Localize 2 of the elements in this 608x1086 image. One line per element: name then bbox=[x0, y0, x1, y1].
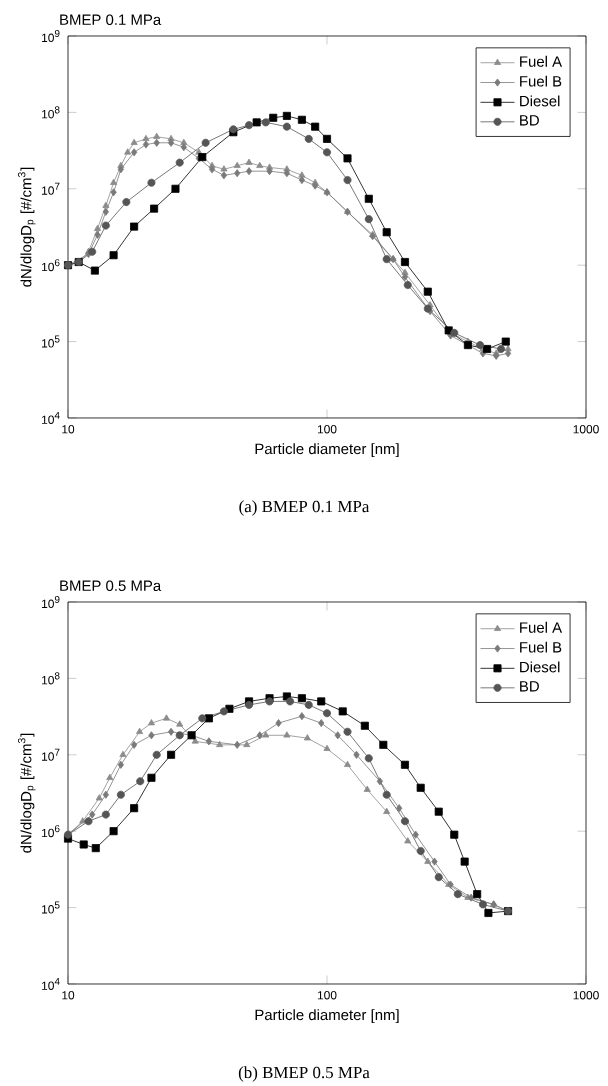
text: (a) BMEP 0.1 MPa bbox=[239, 500, 370, 516]
text: (b) BMEP 0.5 MPa bbox=[238, 1066, 370, 1082]
